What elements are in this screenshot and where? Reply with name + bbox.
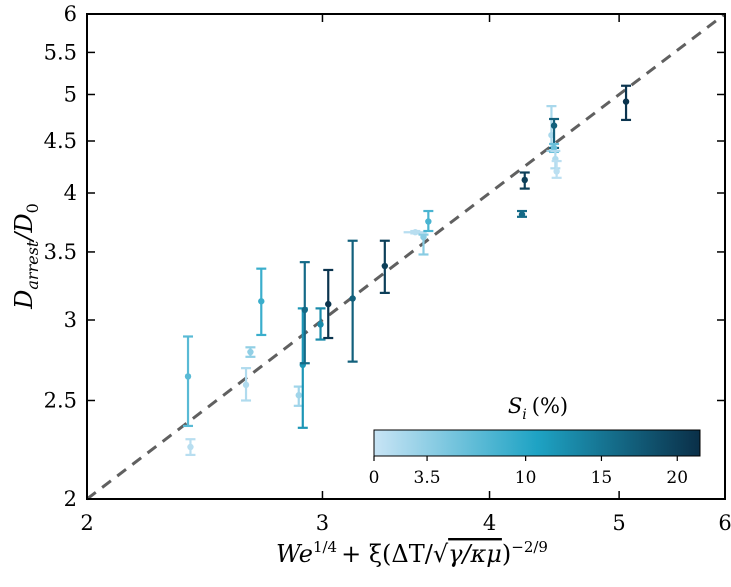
- data-point: [183, 335, 194, 428]
- marker: [317, 321, 324, 328]
- colorbar-title: Si (%): [508, 394, 568, 423]
- marker: [184, 373, 192, 380]
- y-tick-label: 4: [64, 181, 77, 205]
- y-tick-label: 5.5: [44, 40, 77, 64]
- data-point: [347, 239, 358, 363]
- data-point: [315, 307, 326, 341]
- marker: [325, 300, 332, 308]
- x-tick-label: 2: [80, 511, 93, 535]
- data-point: [323, 268, 334, 340]
- y-axis-label: Darrest/D0: [10, 203, 42, 310]
- marker: [187, 443, 194, 451]
- marker: [247, 348, 254, 356]
- marker: [412, 229, 419, 236]
- colorbar-gradient: [373, 429, 701, 457]
- data-point: [379, 239, 390, 294]
- marker: [550, 122, 558, 129]
- x-tick-label: 5: [612, 511, 625, 535]
- y-tick-label: 3.5: [44, 240, 77, 264]
- marker: [425, 218, 432, 225]
- data-point: [551, 159, 562, 179]
- y-tick-label: 2.5: [44, 388, 77, 412]
- colorbar-tick-label: 20: [666, 468, 688, 488]
- colorbar-tick-label: 0: [369, 468, 380, 488]
- marker: [258, 298, 265, 305]
- y-tick-label: 4.5: [44, 129, 77, 153]
- x-tick-label: 3: [316, 511, 329, 535]
- x-tick-label: 4: [483, 511, 496, 535]
- marker: [301, 306, 308, 314]
- y-tick-label: 5: [64, 82, 77, 106]
- data-point: [185, 438, 196, 457]
- y-tick-label: 3: [64, 308, 77, 332]
- colorbar-tick-label: 3.5: [414, 468, 441, 488]
- marker: [518, 211, 526, 218]
- data-point: [256, 267, 267, 337]
- colorbar-tick-label: 15: [591, 468, 613, 488]
- marker: [242, 381, 250, 389]
- data-point: [550, 149, 561, 170]
- marker: [295, 392, 302, 399]
- colorbar-tick-label: 10: [515, 468, 537, 488]
- data-point: [621, 84, 632, 122]
- plot-frame: [86, 13, 726, 500]
- marker: [521, 176, 528, 184]
- data-point: [297, 307, 308, 429]
- reference-line: [86, 12, 726, 501]
- data-point: [403, 229, 427, 236]
- data-point: [418, 233, 429, 256]
- x-axis-label: We1/4 + ξ(ΔT/√γ/κμ)−2/9: [276, 538, 548, 568]
- data-point: [241, 367, 252, 402]
- y-tick-label: 6: [64, 2, 77, 26]
- x-tick-label: 6: [718, 511, 731, 535]
- y-tick-label: 2: [64, 487, 77, 511]
- marker: [553, 168, 560, 175]
- marker: [349, 295, 356, 302]
- data-point: [245, 346, 256, 358]
- colorbar: 0 3.5 10 15 20 Si (%): [369, 394, 701, 488]
- data-point: [423, 209, 434, 233]
- data-point: [519, 171, 530, 190]
- data-point: [299, 261, 310, 365]
- marker: [550, 144, 558, 152]
- marker: [420, 233, 427, 241]
- data-point: [517, 209, 528, 218]
- marker: [622, 98, 630, 105]
- marker: [381, 262, 389, 270]
